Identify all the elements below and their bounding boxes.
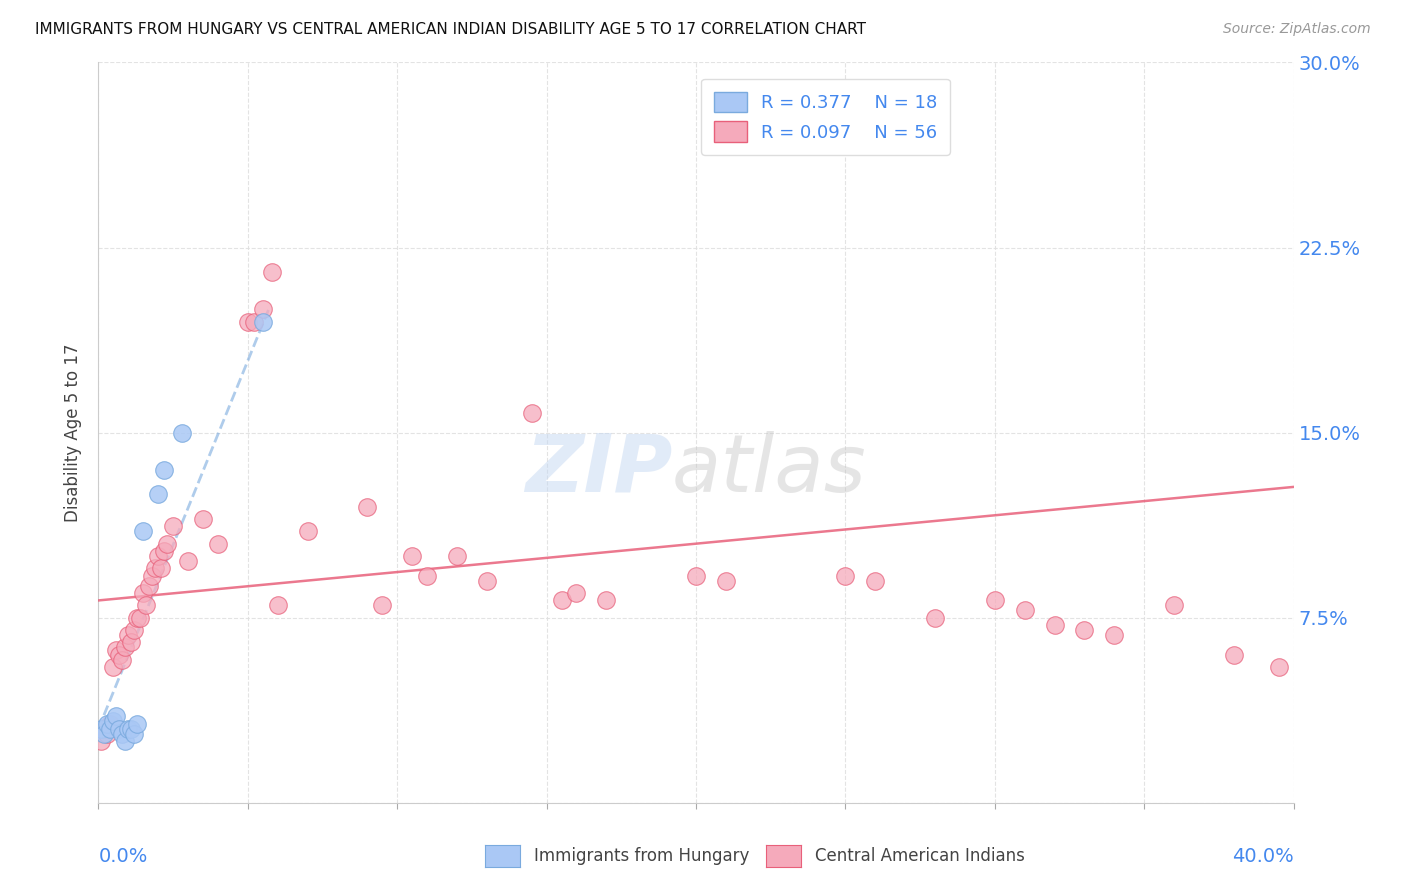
Point [141, 568, 163, 582]
Point [98, 716, 122, 731]
Point [162, 519, 184, 533]
Point [93, 727, 115, 741]
Point [1223, 648, 1246, 662]
Point [103, 714, 125, 729]
Point [520, 406, 543, 420]
Point [143, 561, 166, 575]
Point [127, 610, 149, 624]
Point [565, 586, 588, 600]
Point [714, 574, 737, 588]
Point [108, 648, 131, 662]
Point [127, 716, 149, 731]
Point [236, 314, 259, 328]
Point [267, 599, 290, 613]
Point [90, 734, 112, 748]
Point [834, 568, 856, 582]
Point [446, 549, 468, 563]
Point [138, 579, 160, 593]
Point [111, 727, 134, 741]
Point [120, 635, 142, 649]
Point [1163, 599, 1185, 613]
Point [148, 487, 170, 501]
Point [108, 722, 131, 736]
Point [252, 302, 274, 317]
Text: Central American Indians: Central American Indians [815, 847, 1025, 865]
Point [924, 610, 946, 624]
Point [401, 549, 423, 563]
Point [124, 727, 146, 741]
Point [103, 660, 125, 674]
Point [148, 549, 170, 563]
Point [114, 734, 136, 748]
Text: ZIP: ZIP [524, 431, 672, 508]
Point [117, 722, 139, 736]
Text: IMMIGRANTS FROM HUNGARY VS CENTRAL AMERICAN INDIAN DISABILITY AGE 5 TO 17 CORREL: IMMIGRANTS FROM HUNGARY VS CENTRAL AMERI… [35, 22, 866, 37]
Point [135, 599, 157, 613]
Point [1104, 628, 1126, 642]
Point [124, 623, 146, 637]
Point [1267, 660, 1289, 674]
Point [114, 640, 136, 655]
Point [207, 536, 229, 550]
Point [129, 610, 152, 624]
Point [90, 722, 112, 736]
Point [96, 727, 118, 741]
Point [252, 314, 274, 328]
Point [297, 524, 319, 539]
Point [260, 265, 283, 279]
Text: Source: ZipAtlas.com: Source: ZipAtlas.com [1223, 22, 1371, 37]
Point [595, 593, 617, 607]
Point [111, 653, 134, 667]
Point [1014, 603, 1036, 617]
Point [371, 599, 394, 613]
Point [105, 709, 128, 723]
Point [96, 716, 118, 731]
Text: atlas: atlas [672, 431, 868, 508]
Point [93, 722, 115, 736]
Point [105, 642, 128, 657]
Point [1073, 623, 1095, 637]
Point [98, 722, 122, 736]
Point [172, 425, 194, 440]
Point [120, 722, 142, 736]
Point [156, 536, 179, 550]
Point [416, 568, 439, 582]
Y-axis label: Disability Age 5 to 17: Disability Age 5 to 17 [65, 343, 83, 522]
Point [685, 568, 707, 582]
Point [984, 593, 1007, 607]
Point [132, 524, 155, 539]
Point [117, 628, 139, 642]
Legend: R = 0.377    N = 18, R = 0.097    N = 56: R = 0.377 N = 18, R = 0.097 N = 56 [702, 78, 950, 155]
Text: 0.0%: 0.0% [98, 847, 148, 866]
Point [153, 462, 176, 476]
Point [132, 586, 155, 600]
Point [243, 314, 266, 328]
Point [177, 554, 200, 568]
Text: 40.0%: 40.0% [1232, 847, 1294, 866]
Point [153, 544, 176, 558]
Text: Immigrants from Hungary: Immigrants from Hungary [534, 847, 749, 865]
Point [356, 500, 378, 514]
Point [191, 512, 214, 526]
Point [475, 574, 498, 588]
Point [865, 574, 887, 588]
Point [550, 593, 572, 607]
Point [150, 561, 173, 575]
Point [1043, 618, 1066, 632]
